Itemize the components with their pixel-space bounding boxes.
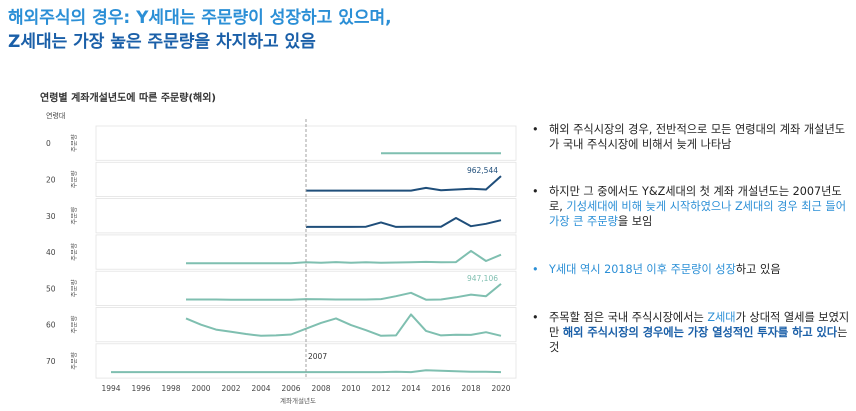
row-label-70: 70 (46, 357, 56, 366)
x-tick-label: 2000 (191, 384, 210, 393)
x-tick-label: 2010 (341, 384, 360, 393)
row-panel-frame-70 (95, 343, 517, 379)
row-panel-frame-30 (95, 198, 517, 234)
row-axis-label: 주문량 (70, 316, 78, 334)
bullet-text: 주목할 점은 국내 주식시장에서는 Z세대가 상대적 열세를 보였지만 해외 주… (549, 310, 850, 355)
row-header-label: 연령대 (46, 112, 65, 120)
row-axis-label: 주문량 (70, 352, 78, 370)
row-axis-label: 주문량 (70, 279, 78, 297)
row-axis-label: 주문량 (70, 170, 78, 188)
bullet-text-segment: Z세대 (707, 311, 736, 324)
row-axis-label: 주문량 (70, 207, 78, 225)
bullet-text-segment: 을 보임 (617, 215, 653, 228)
x-axis-label: 계좌개설년도 (280, 396, 316, 405)
series-line-40 (186, 249, 502, 265)
headline-line-1: 해외주식의 경우: Y세대는 주문량이 성장하고 있으며, (8, 8, 392, 28)
series-line-70 (111, 369, 502, 374)
row-label-50: 50 (46, 284, 56, 293)
row-label-20: 20 (46, 175, 56, 184)
bullet-text-segment: 하고 있음 (735, 263, 781, 276)
bullet-text-segment: 주목할 점은 국내 주식시장에서는 (549, 311, 708, 324)
row-axis-label: 주문량 (70, 243, 78, 261)
x-tick-label: 2020 (491, 384, 510, 393)
series-line-60 (185, 313, 502, 337)
bullet-item: • 주목할 점은 국내 주식시장에서는 Z세대가 상대적 열세를 보였지만 해외 … (532, 310, 850, 355)
bullet-text-segment: 하지만 그 중에서도 Y&Z세대의 첫 계좌 개설년도는 2007년도로, (549, 185, 842, 213)
row-label-40: 40 (46, 248, 56, 257)
bullet-dot: • (532, 311, 539, 324)
x-tick-label: 2016 (431, 384, 450, 393)
series-line-50 (186, 283, 502, 301)
bullet-text: 해외 주식시장의 경우, 전반적으로 모든 연령대의 계좌 개설년도가 국내 주… (549, 122, 850, 152)
annotation-50: 947,106 (467, 274, 498, 283)
bullet-item: • 하지만 그 중에서도 Y&Z세대의 첫 계좌 개설년도는 2007년도로, 기… (532, 184, 850, 229)
x-tick-label: 2004 (251, 384, 270, 393)
series-line-20 (306, 175, 502, 192)
headline-line-2: Z세대는 가장 높은 주문량을 차지하고 있음 (8, 32, 316, 52)
x-tick-label: 1994 (101, 384, 120, 393)
reference-line-label: 2007 (308, 352, 327, 361)
annotation-20: 962,544 (467, 166, 498, 175)
bullet-text: Y세대 역시 2018년 이후 주문량이 성장하고 있음 (549, 262, 850, 277)
row-label-60: 60 (46, 321, 56, 330)
bullet-item: • 해외 주식시장의 경우, 전반적으로 모든 연령대의 계좌 개설년도가 국내 … (532, 122, 850, 152)
bullet-text-segment: 해외 주식시장의 경우, 전반적으로 모든 연령대의 계좌 개설년도가 국내 주… (549, 123, 846, 151)
x-tick-label: 2008 (311, 384, 330, 393)
bullet-text-segment: 가 상대적 열세를 보였지만 (549, 311, 850, 339)
bullet-text-segment: 기성세대에 비해 늦게 시작하였으나 Z세대의 경우 최근 들어 가장 큰 주문… (549, 200, 846, 228)
bullet-text-segment: 해외 주식시장의 경우에는 가장 열성적인 투자를 하고 있다 (562, 326, 838, 339)
chart-panel: 연령별 계좌개설년도에 따른 주문량(해외) 연령대 0 주문량 20 주문량 962,5… (0, 85, 530, 411)
row-label-0: 0 (46, 139, 51, 148)
x-tick-label: 2014 (401, 384, 420, 393)
x-tick-label: 2002 (221, 384, 240, 393)
row-label-30: 30 (46, 212, 56, 221)
row-axis-label: 주문량 (70, 134, 78, 152)
bullet-dot: • (532, 123, 539, 136)
bullet-text: 하지만 그 중에서도 Y&Z세대의 첫 계좌 개설년도는 2007년도로, 기성… (549, 184, 850, 229)
chart-title: 연령별 계좌개설년도에 따른 주문량(해외) (40, 93, 216, 104)
x-tick-label: 1996 (131, 384, 150, 393)
x-tick-label: 2006 (281, 384, 300, 393)
bullet-text-segment: 는 것 (549, 326, 848, 354)
faceted-line-chart: 연령대 0 주문량 20 주문량 962,544 30 주문량 40 주문량 50 주문량 947,10… (46, 112, 517, 405)
bullet-item: • Y세대 역시 2018년 이후 주문량이 성장하고 있음 (532, 262, 850, 277)
series-line-30 (306, 217, 502, 228)
bullet-text-segment: Y세대 역시 2018년 이후 주문량이 성장 (549, 263, 736, 276)
x-tick-label: 1998 (161, 384, 180, 393)
headline: 해외주식의 경우: Y세대는 주문량이 성장하고 있으며, Z세대는 가장 높은… (8, 6, 568, 54)
bullet-dot: • (532, 263, 539, 276)
bullet-dot: • (532, 185, 539, 198)
x-tick-label: 2018 (461, 384, 480, 393)
x-tick-label: 2012 (371, 384, 390, 393)
